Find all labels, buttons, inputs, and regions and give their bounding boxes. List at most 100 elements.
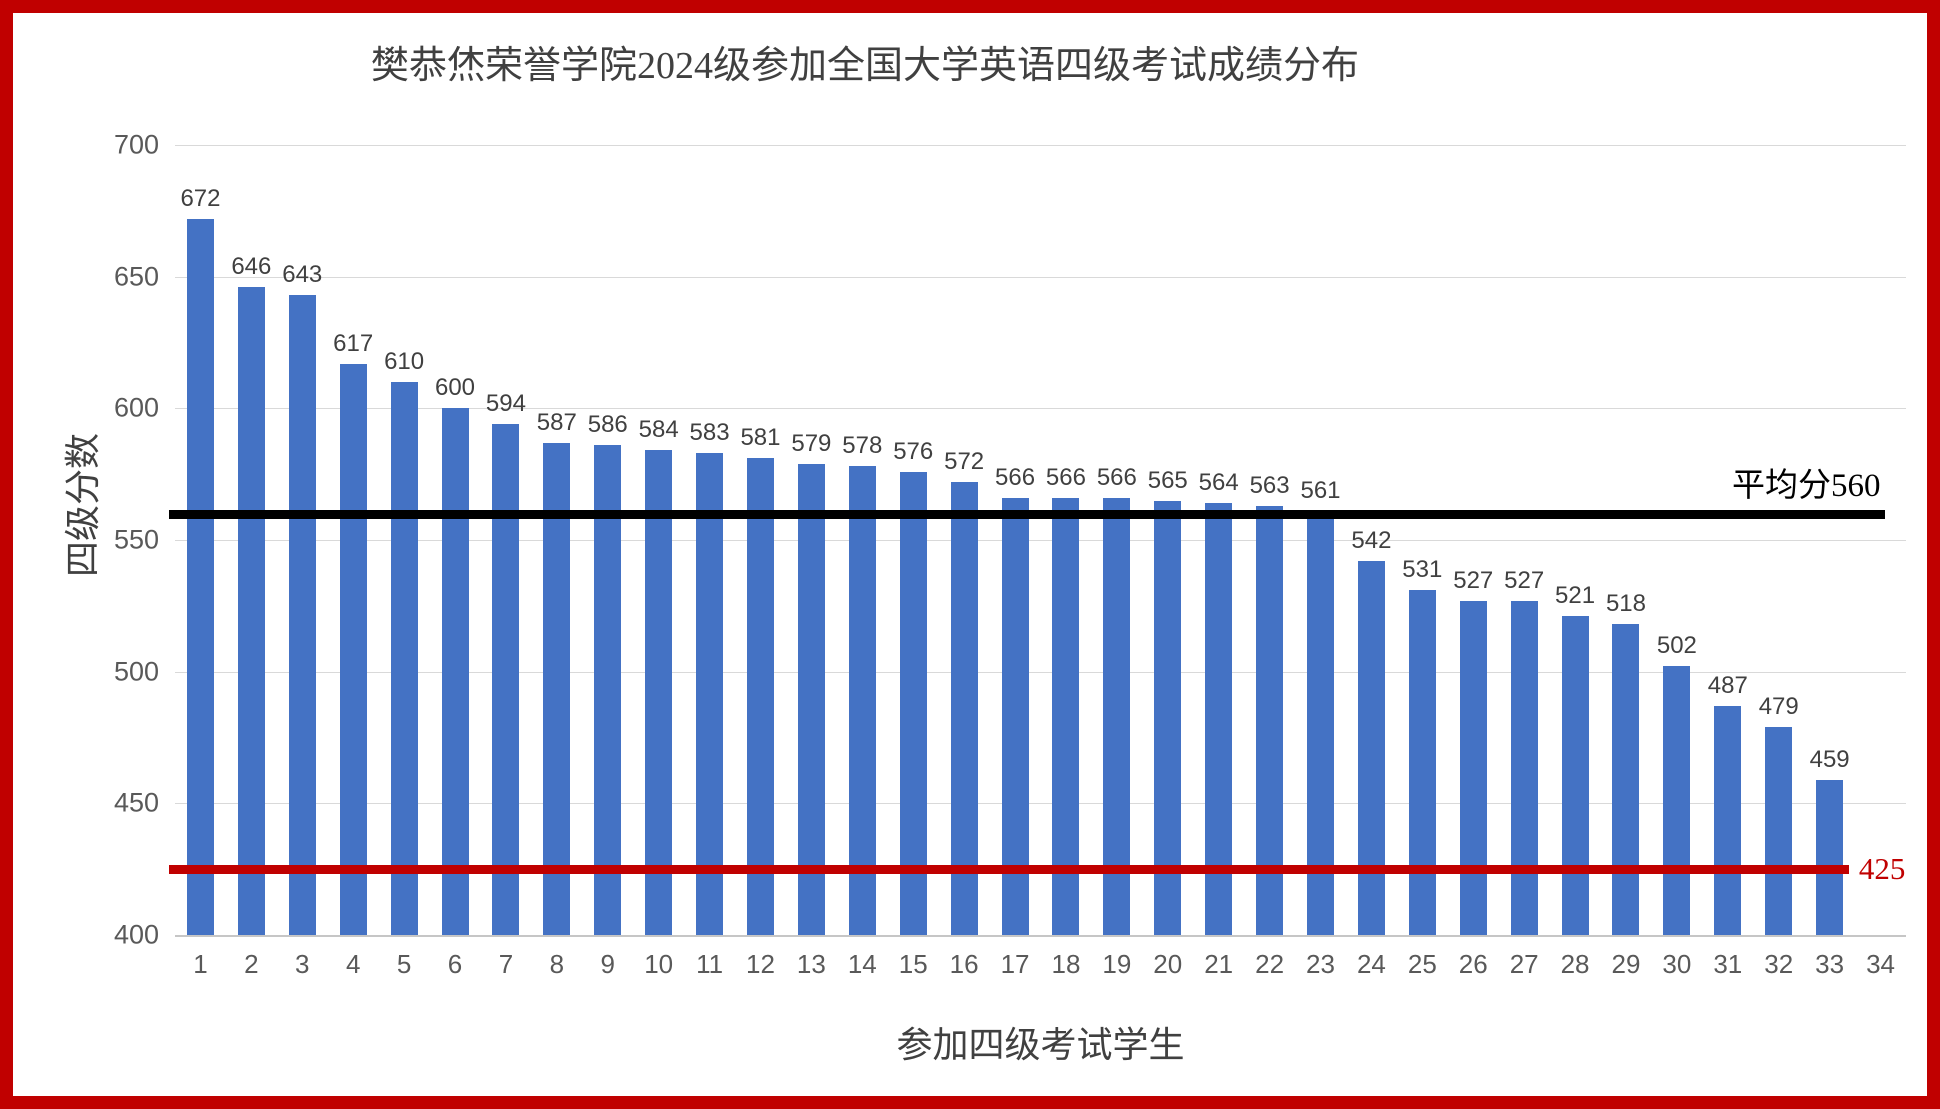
bar [1357, 561, 1385, 935]
average-line-label: 平均分560 [1732, 467, 1881, 504]
x-tick-label: 22 [1255, 949, 1285, 979]
bar-value-label: 542 [1351, 527, 1392, 555]
bar [645, 450, 673, 935]
y-tick-label: 450 [113, 787, 159, 818]
bar [848, 466, 876, 935]
bar [237, 287, 265, 935]
x-tick-label: 5 [396, 949, 412, 979]
bar-value-label: 576 [893, 437, 934, 465]
x-tick-label: 32 [1764, 949, 1794, 979]
pass-score-line [169, 865, 1849, 875]
x-tick-label: 13 [796, 949, 826, 979]
gridline [175, 935, 1906, 937]
bar [1663, 666, 1691, 935]
x-tick-label: 27 [1509, 949, 1539, 979]
x-tick-label: 9 [600, 949, 615, 979]
bar-value-label: 600 [434, 374, 476, 402]
pass-score-line-label: 425 [1858, 851, 1906, 887]
bar [1052, 497, 1080, 935]
bar-value-label: 566 [1045, 463, 1086, 491]
bar [1510, 600, 1538, 935]
bar-value-label: 502 [1656, 632, 1697, 660]
bar [797, 463, 825, 935]
bar [339, 363, 367, 935]
bar-value-label: 579 [791, 429, 832, 457]
bar [186, 218, 214, 935]
bar [1408, 590, 1436, 935]
y-tick-label: 700 [113, 129, 159, 160]
bar [950, 482, 978, 935]
bar [1816, 779, 1844, 935]
x-tick-label: 19 [1102, 949, 1132, 979]
x-tick-label: 26 [1458, 949, 1488, 979]
x-tick-label: 8 [549, 949, 565, 979]
x-tick-label: 29 [1611, 949, 1641, 979]
x-tick-label: 7 [498, 949, 514, 979]
bar-value-label: 566 [1096, 463, 1137, 491]
bar [1103, 497, 1131, 935]
bar [1714, 705, 1742, 935]
bar [1307, 511, 1334, 935]
x-tick-label: 20 [1153, 949, 1183, 979]
bar [1765, 726, 1793, 935]
gridline [175, 803, 1906, 805]
gridline [175, 276, 1906, 278]
bar-value-label: 643 [282, 261, 323, 289]
bar [899, 471, 927, 935]
bar-value-label: 610 [384, 348, 425, 375]
bar [1459, 600, 1487, 935]
y-tick-label: 650 [113, 261, 159, 292]
bar [1561, 616, 1589, 935]
bar-value-label: 587 [536, 408, 577, 436]
bar [696, 453, 724, 935]
y-tick-label: 600 [113, 392, 159, 423]
x-tick-label: 6 [447, 949, 463, 979]
x-tick-label: 16 [949, 949, 979, 979]
x-tick-label: 10 [644, 949, 674, 979]
x-axis-title: 参加四级考试学生 [896, 1025, 1185, 1065]
bar-value-label: 617 [333, 329, 374, 357]
bar [543, 442, 571, 935]
y-axis-title: 四级分数 [63, 432, 103, 578]
x-tick-label: 25 [1407, 949, 1437, 979]
x-tick-label: 1 [193, 949, 208, 979]
x-tick-label: 28 [1560, 949, 1590, 979]
bar-value-label: 459 [1809, 745, 1850, 773]
y-tick-label: 550 [113, 524, 159, 555]
bar-value-label: 487 [1707, 671, 1748, 699]
x-tick-label: 17 [1000, 949, 1030, 979]
x-tick-label: 14 [847, 949, 877, 979]
bar-value-label: 565 [1147, 466, 1188, 494]
average-line [169, 509, 1885, 519]
chart-title: 樊恭烋荣誉学院2024级参加全国大学英语四级考试成绩分布 [370, 45, 1359, 87]
x-tick-label: 34 [1866, 949, 1895, 979]
bar [492, 424, 520, 935]
x-tick-label: 11 [696, 949, 724, 979]
bar-value-label: 564 [1198, 469, 1239, 497]
x-tick-label: 24 [1356, 949, 1386, 979]
x-tick-label: 33 [1815, 949, 1845, 979]
x-tick-label: 12 [746, 949, 775, 979]
bar-value-label: 527 [1504, 566, 1545, 594]
x-tick-label: 4 [345, 949, 361, 979]
bar-value-label: 594 [485, 390, 526, 418]
bar [1001, 497, 1029, 935]
gridline [175, 145, 1906, 146]
bar [390, 382, 418, 935]
x-tick-label: 15 [898, 949, 928, 979]
x-tick-label: 18 [1051, 949, 1081, 979]
bar-value-label: 586 [587, 411, 628, 439]
bar-value-label: 583 [689, 419, 730, 447]
bar-value-label: 521 [1555, 582, 1596, 610]
bar [441, 408, 469, 935]
bar [594, 445, 622, 935]
x-tick-label: 21 [1204, 949, 1234, 979]
bar [1612, 624, 1640, 935]
x-tick-label: 23 [1306, 949, 1335, 979]
bar [1154, 500, 1182, 935]
bar-value-label: 672 [180, 184, 221, 212]
bar-value-label: 561 [1300, 477, 1341, 505]
bar [1205, 503, 1233, 935]
gridline [175, 671, 1906, 673]
